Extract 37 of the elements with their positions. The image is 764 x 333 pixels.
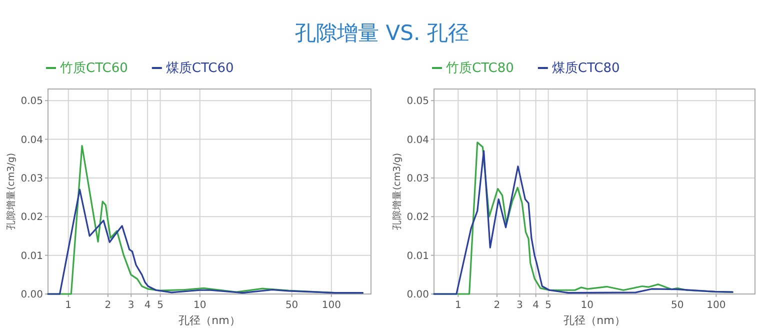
x-tick-label: 3 [128, 300, 134, 311]
x-tick-label: 10 [194, 300, 206, 311]
x-tick-label: 1 [65, 300, 72, 311]
chart-title: 孔隙增量 VS. 孔径 [295, 21, 469, 45]
x-tick-label: 2 [494, 300, 500, 311]
legend-label: 煤质CTC80 [552, 61, 620, 76]
y-tick-label: 0.05 [406, 96, 429, 108]
x-tick-label: 100 [706, 300, 726, 311]
x-tick-label: 100 [322, 300, 341, 311]
x-tick-label: 4 [144, 300, 151, 311]
x-axis-title: 孔径（nm） [178, 314, 240, 327]
legend-label: 竹质CTC60 [60, 61, 128, 76]
y-tick-label: 0.01 [20, 250, 43, 262]
x-tick-label: 10 [580, 300, 594, 311]
legend-label: 竹质CTC80 [446, 61, 514, 76]
y-tick-label: 0.02 [406, 212, 429, 224]
y-tick-label: 0.00 [406, 290, 429, 300]
legend-label: 煤质CTC60 [166, 61, 234, 76]
x-tick-label: 5 [157, 300, 164, 311]
y-tick-label: 0.00 [20, 290, 43, 300]
y-tick-label: 0.04 [20, 134, 43, 146]
y-axis-title: 孔隙增量(cm3/g) [5, 152, 17, 230]
x-tick-label: 1 [454, 300, 462, 311]
x-tick-label: 3 [516, 300, 523, 311]
y-tick-label: 0.01 [406, 250, 429, 262]
x-tick-label: 50 [670, 300, 684, 311]
y-tick-label: 0.04 [406, 134, 429, 146]
x-tick-label: 4 [532, 300, 539, 311]
x-tick-label: 50 [285, 300, 298, 311]
x-tick-label: 2 [104, 300, 112, 311]
y-axis-title: 孔隙增量(cm3/g) [391, 152, 403, 230]
y-tick-label: 0.02 [20, 212, 43, 224]
x-axis-title: 孔径（nm） [564, 314, 626, 327]
y-tick-label: 0.03 [406, 173, 429, 184]
y-tick-label: 0.05 [20, 96, 43, 108]
x-tick-label: 5 [545, 300, 552, 311]
y-tick-label: 0.03 [20, 173, 43, 184]
